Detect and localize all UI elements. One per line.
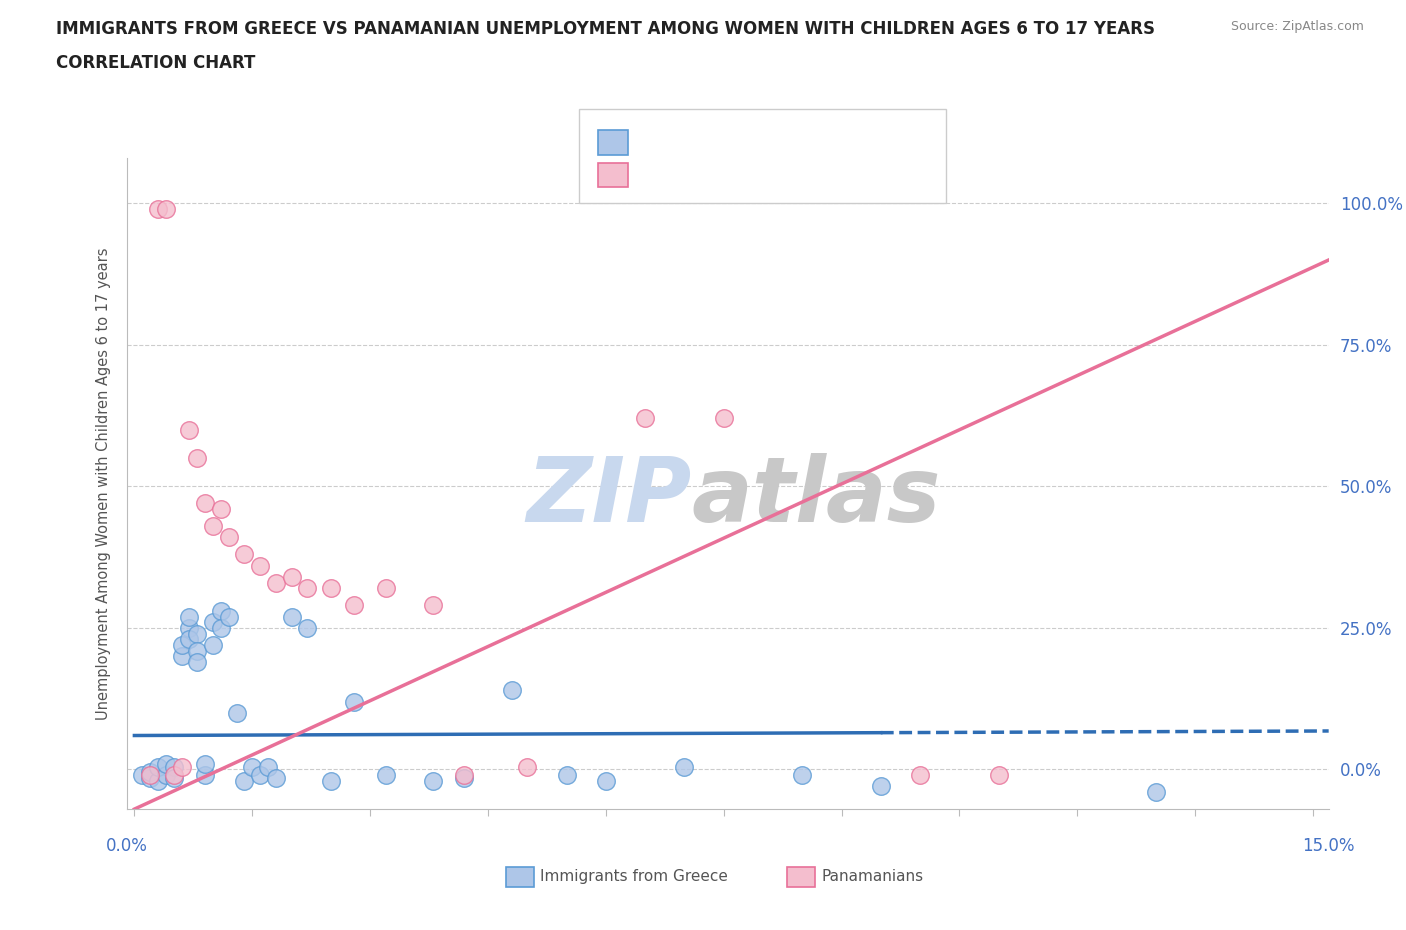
Point <box>1144 785 1167 800</box>
Point <box>163 759 186 774</box>
Point <box>155 202 177 217</box>
Point <box>249 767 271 782</box>
Point <box>170 637 193 652</box>
Point <box>516 759 538 774</box>
Point <box>146 774 169 789</box>
Point <box>201 615 224 630</box>
Text: R = 0.653   N = 26: R = 0.653 N = 26 <box>640 166 824 184</box>
Point <box>555 767 578 782</box>
Point <box>179 631 201 646</box>
Point <box>987 767 1010 782</box>
Point <box>139 771 162 786</box>
Text: Source: ZipAtlas.com: Source: ZipAtlas.com <box>1230 20 1364 33</box>
Text: 15.0%: 15.0% <box>1302 837 1355 856</box>
Point <box>155 767 177 782</box>
Point <box>146 759 169 774</box>
Point <box>139 764 162 779</box>
Point <box>139 767 162 782</box>
Point <box>209 501 232 516</box>
Text: atlas: atlas <box>692 453 941 540</box>
Point <box>280 609 302 624</box>
Point <box>201 519 224 534</box>
Point <box>374 581 396 596</box>
Point <box>264 771 287 786</box>
Text: 0.0%: 0.0% <box>105 837 148 856</box>
Point <box>869 779 891 794</box>
Point <box>422 774 444 789</box>
Text: CORRELATION CHART: CORRELATION CHART <box>56 54 256 72</box>
Point <box>233 547 256 562</box>
Point <box>240 759 263 774</box>
Point <box>179 609 201 624</box>
Point <box>374 767 396 782</box>
Point <box>257 759 280 774</box>
Point <box>634 411 657 426</box>
Point <box>595 774 617 789</box>
Point <box>713 411 735 426</box>
Text: IMMIGRANTS FROM GREECE VS PANAMANIAN UNEMPLOYMENT AMONG WOMEN WITH CHILDREN AGES: IMMIGRANTS FROM GREECE VS PANAMANIAN UNE… <box>56 20 1156 38</box>
Point <box>218 530 240 545</box>
Point <box>179 422 201 437</box>
Point <box>186 451 208 466</box>
Point <box>155 756 177 771</box>
Point <box>453 767 475 782</box>
Point <box>163 767 186 782</box>
Point <box>163 771 186 786</box>
Point <box>186 655 208 670</box>
Point <box>194 496 217 511</box>
Point <box>218 609 240 624</box>
Y-axis label: Unemployment Among Women with Children Ages 6 to 17 years: Unemployment Among Women with Children A… <box>96 247 111 720</box>
Point <box>179 620 201 635</box>
Point <box>170 649 193 664</box>
Point <box>908 767 931 782</box>
Point <box>343 694 366 709</box>
Point <box>233 774 256 789</box>
Point <box>792 767 814 782</box>
Point <box>209 604 232 618</box>
Point <box>146 202 169 217</box>
Point <box>170 759 193 774</box>
Point <box>186 644 208 658</box>
Point <box>225 706 247 721</box>
Point <box>264 576 287 591</box>
Text: Panamanians: Panamanians <box>821 870 924 884</box>
Point <box>319 774 342 789</box>
Point <box>453 771 475 786</box>
Text: Immigrants from Greece: Immigrants from Greece <box>540 870 728 884</box>
Point <box>343 598 366 613</box>
Point <box>186 626 208 641</box>
Point <box>194 756 217 771</box>
Point <box>194 767 217 782</box>
Point <box>297 620 319 635</box>
Point <box>319 581 342 596</box>
Point <box>673 759 696 774</box>
Point <box>201 637 224 652</box>
Point <box>131 767 153 782</box>
Point <box>297 581 319 596</box>
Text: R = 0.012   N = 44: R = 0.012 N = 44 <box>640 134 824 152</box>
Point <box>280 569 302 584</box>
Point <box>501 683 523 698</box>
Point <box>249 558 271 573</box>
Point <box>209 620 232 635</box>
Text: ZIP: ZIP <box>526 453 692 540</box>
Point <box>422 598 444 613</box>
